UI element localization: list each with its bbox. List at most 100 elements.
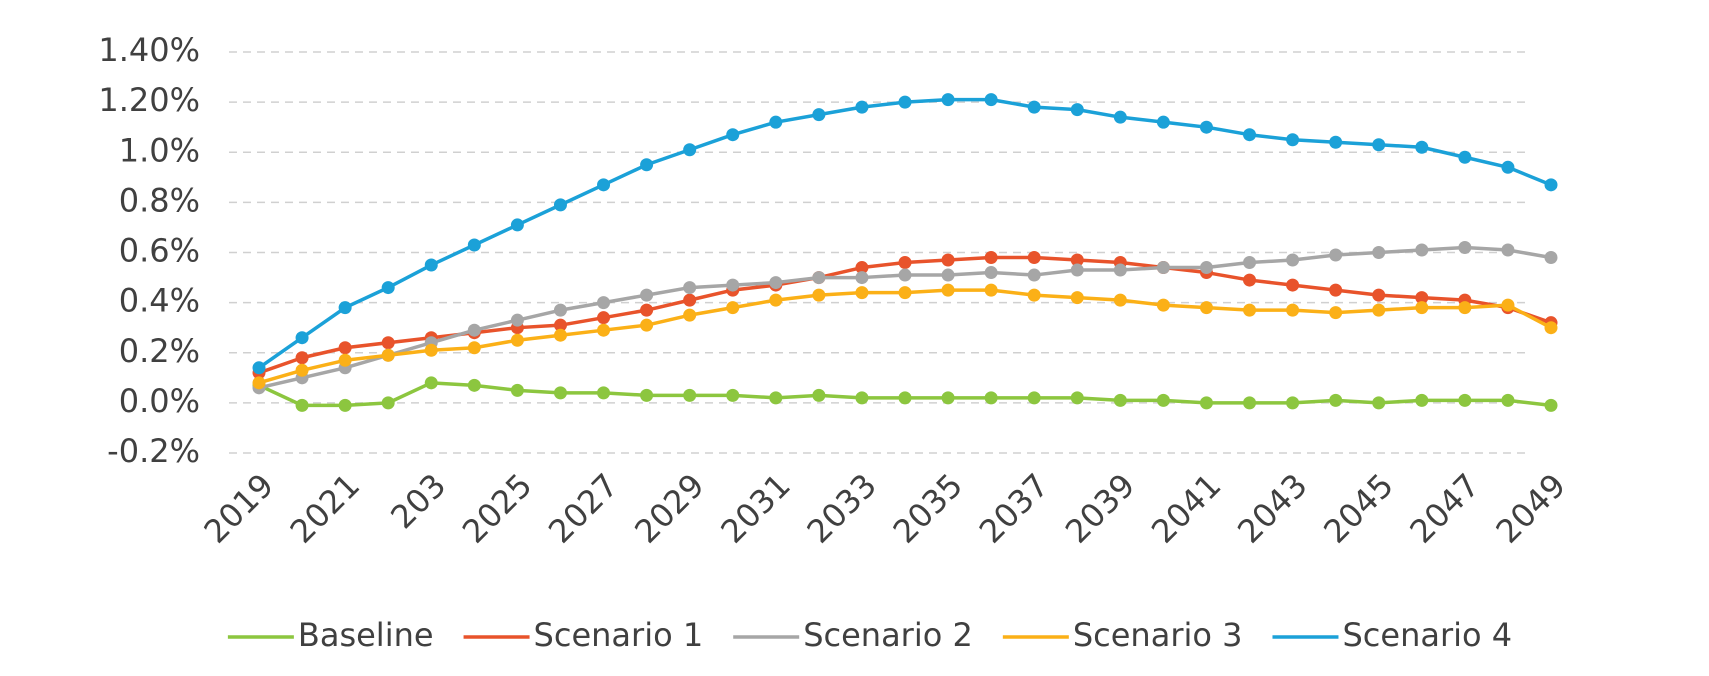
data-point <box>1243 303 1257 317</box>
data-point <box>1458 393 1472 407</box>
data-point <box>467 378 481 392</box>
data-point <box>1329 393 1343 407</box>
y-tick-label: -0.2% <box>107 432 200 470</box>
data-point <box>1156 298 1170 312</box>
data-point <box>295 363 309 377</box>
data-point <box>252 376 266 390</box>
data-point <box>1156 393 1170 407</box>
data-point <box>1027 288 1041 302</box>
data-point <box>1329 248 1343 262</box>
data-point <box>1070 291 1084 305</box>
data-point <box>295 351 309 365</box>
data-point <box>769 276 783 290</box>
x-tick-label: 2041 <box>1144 466 1228 550</box>
data-point <box>338 341 352 355</box>
data-point <box>1458 301 1472 315</box>
data-point <box>553 386 567 400</box>
data-point <box>467 341 481 355</box>
data-point <box>1544 321 1558 335</box>
data-point <box>1415 291 1429 305</box>
data-point <box>1458 150 1472 164</box>
data-point <box>1113 393 1127 407</box>
data-point <box>984 283 998 297</box>
data-point <box>1329 283 1343 297</box>
y-tick-label: 1.0% <box>119 131 200 169</box>
data-point <box>338 301 352 315</box>
data-point <box>597 178 611 192</box>
data-point <box>1544 398 1558 412</box>
data-point <box>855 100 869 114</box>
data-point <box>1286 133 1300 147</box>
data-point <box>1070 103 1084 117</box>
data-point <box>812 108 826 122</box>
data-point <box>1501 393 1515 407</box>
x-tick-label: 2027 <box>541 466 625 550</box>
data-point <box>640 318 654 332</box>
data-point <box>683 293 697 307</box>
data-point <box>1329 306 1343 320</box>
data-point <box>1329 135 1343 149</box>
data-point <box>683 281 697 295</box>
data-point <box>1243 273 1257 287</box>
data-point <box>597 311 611 325</box>
data-point <box>1113 293 1127 307</box>
legend: Baseline Scenario 1 Scenario 2 Scenario 3 Sc… <box>227 616 1512 654</box>
data-point <box>1286 396 1300 410</box>
x-tick-label: 203 <box>383 466 453 536</box>
data-point <box>1286 278 1300 292</box>
data-point <box>812 271 826 285</box>
y-tick-label: 0.6% <box>119 232 200 270</box>
data-point <box>898 391 912 405</box>
data-point <box>1070 253 1084 267</box>
data-point <box>597 386 611 400</box>
series-line <box>257 97 1552 370</box>
x-tick-label: 2039 <box>1058 466 1142 550</box>
data-point <box>898 268 912 282</box>
data-point <box>424 376 438 390</box>
data-point <box>1027 251 1041 265</box>
data-point <box>553 198 567 212</box>
data-point <box>726 388 740 402</box>
data-point <box>1156 261 1170 275</box>
data-point <box>1415 393 1429 407</box>
data-point <box>424 258 438 272</box>
data-point <box>1372 138 1386 152</box>
data-point <box>295 331 309 345</box>
data-point <box>640 303 654 317</box>
data-point <box>640 388 654 402</box>
x-tick-label: 2025 <box>455 466 539 550</box>
data-point <box>295 398 309 412</box>
x-tick-label: 2035 <box>886 466 970 550</box>
data-point <box>510 313 524 327</box>
legend-label: Scenario 4 <box>1342 616 1512 654</box>
data-point <box>726 278 740 292</box>
data-point <box>1286 303 1300 317</box>
data-point <box>467 238 481 252</box>
data-point <box>683 308 697 322</box>
data-point <box>510 218 524 232</box>
data-point <box>553 318 567 332</box>
data-point <box>812 388 826 402</box>
x-tick-label: 2049 <box>1489 466 1573 550</box>
data-point <box>1458 240 1472 254</box>
data-point <box>381 281 395 295</box>
data-point <box>1199 261 1213 275</box>
data-point <box>1199 301 1213 315</box>
data-point <box>1501 298 1515 312</box>
data-point <box>1243 256 1257 270</box>
data-point <box>381 396 395 410</box>
data-point <box>1027 100 1041 114</box>
data-point <box>1027 268 1041 282</box>
data-point <box>984 251 998 265</box>
data-point <box>1415 243 1429 257</box>
legend-label: Baseline <box>298 616 434 654</box>
x-tick-label: 2031 <box>713 466 797 550</box>
data-point <box>726 128 740 142</box>
data-point <box>381 336 395 350</box>
data-point <box>252 361 266 375</box>
data-point <box>510 383 524 397</box>
data-point <box>984 266 998 280</box>
data-point <box>553 328 567 342</box>
data-point <box>683 143 697 157</box>
y-tick-label: 0.2% <box>119 332 200 370</box>
